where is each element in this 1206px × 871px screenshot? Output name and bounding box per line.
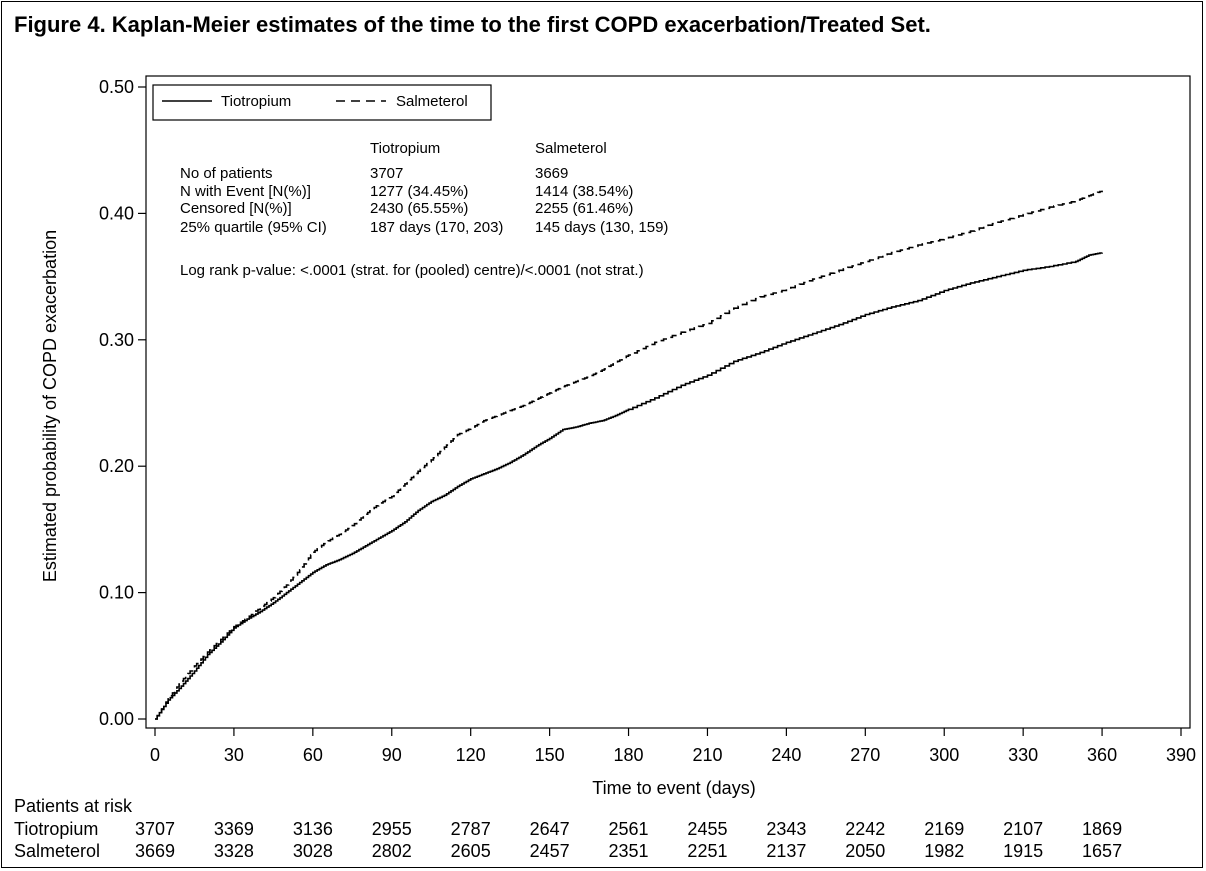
legend-label-tiotropium: Tiotropium xyxy=(221,93,291,110)
stats-row-value: 3707 xyxy=(370,165,403,182)
risk-value-tiotropium: 2107 xyxy=(1003,819,1044,839)
risk-value-tiotropium: 3369 xyxy=(213,819,254,839)
stats-row-value: 145 days (130, 159) xyxy=(535,219,668,236)
y-tick-label: 0.20 xyxy=(99,456,134,476)
risk-value-salmeterol: 2251 xyxy=(687,841,728,861)
x-tick-label: 210 xyxy=(692,745,722,765)
risk-value-salmeterol: 1915 xyxy=(1003,841,1044,861)
risk-value-tiotropium: 2787 xyxy=(450,819,491,839)
km-line-salmeterol xyxy=(155,190,1103,720)
risk-value-tiotropium: 1869 xyxy=(1082,819,1123,839)
risk-value-tiotropium: 2169 xyxy=(924,819,965,839)
x-axis-label: Time to event (days) xyxy=(592,778,755,798)
x-tick-label: 270 xyxy=(850,745,880,765)
stats-row-label: N with Event [N(%)] xyxy=(180,183,311,200)
stats-header-tiotropium: Tiotropium xyxy=(370,140,440,157)
risk-value-salmeterol: 2605 xyxy=(450,841,491,861)
stats-row-label: Censored [N(%)] xyxy=(180,200,292,217)
x-tick-label: 90 xyxy=(382,745,402,765)
stats-row-value: 2430 (65.55%) xyxy=(370,200,468,217)
stats-row-value: 187 days (170, 203) xyxy=(370,219,503,236)
risk-value-salmeterol: 1982 xyxy=(924,841,965,861)
risk-value-tiotropium: 2955 xyxy=(371,819,412,839)
plot-area xyxy=(145,75,1191,729)
x-tick-label: 60 xyxy=(303,745,323,765)
risk-value-tiotropium: 2647 xyxy=(529,819,570,839)
legend-box xyxy=(152,84,492,121)
x-tick-label: 390 xyxy=(1166,745,1196,765)
risk-value-salmeterol: 1657 xyxy=(1082,841,1123,861)
x-tick-label: 180 xyxy=(614,745,644,765)
y-axis: 0.00 0.10 0.20 0.30 0.40 0.50 xyxy=(99,77,146,729)
y-tick-label: 0.40 xyxy=(99,203,134,223)
x-tick-label: 0 xyxy=(150,745,160,765)
risk-row-label-salmeterol: Salmeterol xyxy=(14,841,101,861)
x-tick-label: 30 xyxy=(224,745,244,765)
stats-row-value: 1277 (34.45%) xyxy=(370,183,468,200)
x-tick-label: 300 xyxy=(929,745,959,765)
stats-row-value: 3669 xyxy=(535,165,568,182)
risk-value-tiotropium: 3707 xyxy=(134,819,176,839)
legend-label-salmeterol: Salmeterol xyxy=(396,93,468,110)
stats-table: Tiotropium Salmeterol No of patients 370… xyxy=(180,140,668,279)
stats-row-value: 1414 (38.54%) xyxy=(535,183,633,200)
risk-value-tiotropium: 2343 xyxy=(766,819,807,839)
stats-row-label: 25% quartile (95% CI) xyxy=(180,219,327,236)
stats-row-label: No of patients xyxy=(180,165,273,182)
risk-value-salmeterol: 2351 xyxy=(608,841,649,861)
y-axis-label: Estimated probability of COPD exacerbati… xyxy=(40,230,60,582)
y-tick-label: 0.50 xyxy=(99,77,134,97)
x-tick-label: 150 xyxy=(535,745,565,765)
legend: Tiotropium Salmeterol xyxy=(152,84,492,121)
km-curves xyxy=(155,190,1103,720)
risk-value-salmeterol: 3669 xyxy=(134,841,176,861)
stats-row-value: 2255 (61.46%) xyxy=(535,200,633,217)
risk-value-salmeterol: 2137 xyxy=(766,841,807,861)
risk-table-label: Patients at risk xyxy=(14,796,133,816)
x-tick-label: 240 xyxy=(771,745,801,765)
logrank-note: Log rank p-value: <.0001 (strat. for (po… xyxy=(180,262,644,279)
risk-value-salmeterol: 3328 xyxy=(213,841,254,861)
risk-value-salmeterol: 2050 xyxy=(845,841,886,861)
risk-value-tiotropium: 2455 xyxy=(687,819,728,839)
risk-value-salmeterol: 3028 xyxy=(292,841,333,861)
x-tick-label: 360 xyxy=(1087,745,1117,765)
risk-value-tiotropium: 3136 xyxy=(292,819,333,839)
risk-value-salmeterol: 2802 xyxy=(371,841,412,861)
x-tick-label: 120 xyxy=(456,745,486,765)
risk-value-tiotropium: 2561 xyxy=(608,819,649,839)
x-axis: 0 30 60 90 120 150 180 210 240 270 300 330 360 390 xyxy=(150,728,1196,765)
km-line-tiotropium xyxy=(155,252,1103,720)
figure-title: Figure 4. Kaplan-Meier estimates of the … xyxy=(14,12,931,37)
y-tick-label: 0.10 xyxy=(99,583,134,603)
risk-row-label-tiotropium: Tiotropium xyxy=(14,819,99,839)
y-tick-label: 0.30 xyxy=(99,330,134,350)
risk-value-tiotropium: 2242 xyxy=(845,819,886,839)
y-tick-label: 0.00 xyxy=(99,709,134,729)
risk-value-salmeterol: 2457 xyxy=(529,841,570,861)
x-tick-label: 330 xyxy=(1008,745,1038,765)
stats-header-salmeterol: Salmeterol xyxy=(535,140,607,157)
